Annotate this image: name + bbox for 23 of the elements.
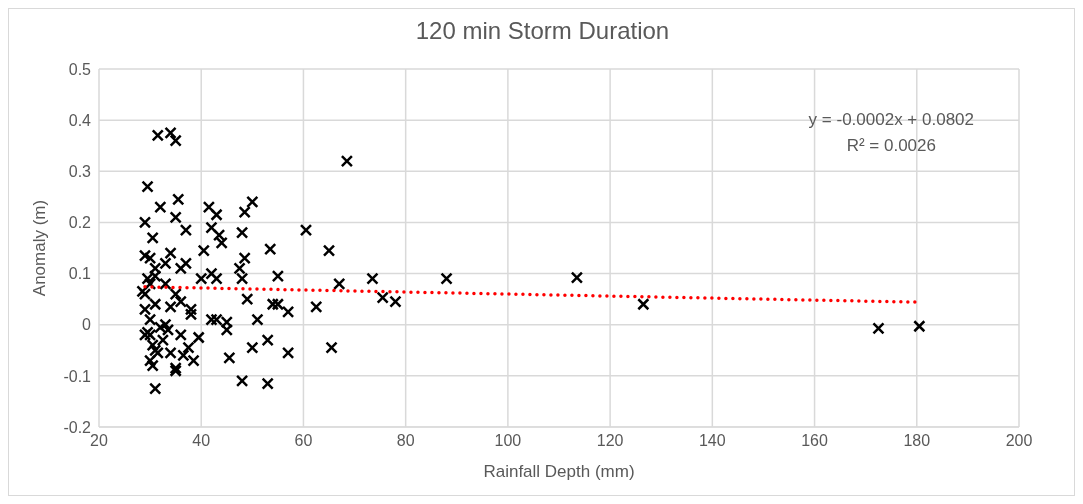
- y-tick-label: 0.1: [68, 265, 92, 283]
- chart-title: 120 min Storm Duration: [414, 17, 671, 45]
- x-axis-title: Rainfall Depth (mm): [483, 462, 635, 481]
- y-tick-label: 0.5: [68, 60, 92, 78]
- x-tick-label: 160: [801, 432, 828, 450]
- annotation: R² = 0.0026: [845, 135, 937, 157]
- y-tick-label: -0.2: [63, 418, 92, 436]
- y-tick-label: -0.1: [63, 367, 92, 385]
- x-tick-label: 80: [396, 432, 415, 450]
- x-tick-label: 120: [596, 432, 624, 450]
- y-axis-title: Anomaly (m): [30, 199, 50, 297]
- y-tick-label: 0: [82, 316, 92, 334]
- x-tick-label: 100: [494, 432, 522, 450]
- y-tick-label: 0.4: [68, 111, 92, 129]
- x-tick-label: 20: [90, 432, 108, 450]
- x-tick-label: 40: [192, 432, 211, 450]
- x-tick-label: 140: [698, 432, 726, 450]
- annotation: y = -0.0002x + 0.0802: [808, 109, 974, 131]
- x-tick-label: 200: [1005, 432, 1033, 450]
- x-tick-label: 60: [294, 432, 313, 450]
- x-tick-label: 180: [903, 432, 931, 450]
- y-tick-label: 0.2: [68, 214, 92, 232]
- y-tick-label: 0.3: [68, 162, 92, 180]
